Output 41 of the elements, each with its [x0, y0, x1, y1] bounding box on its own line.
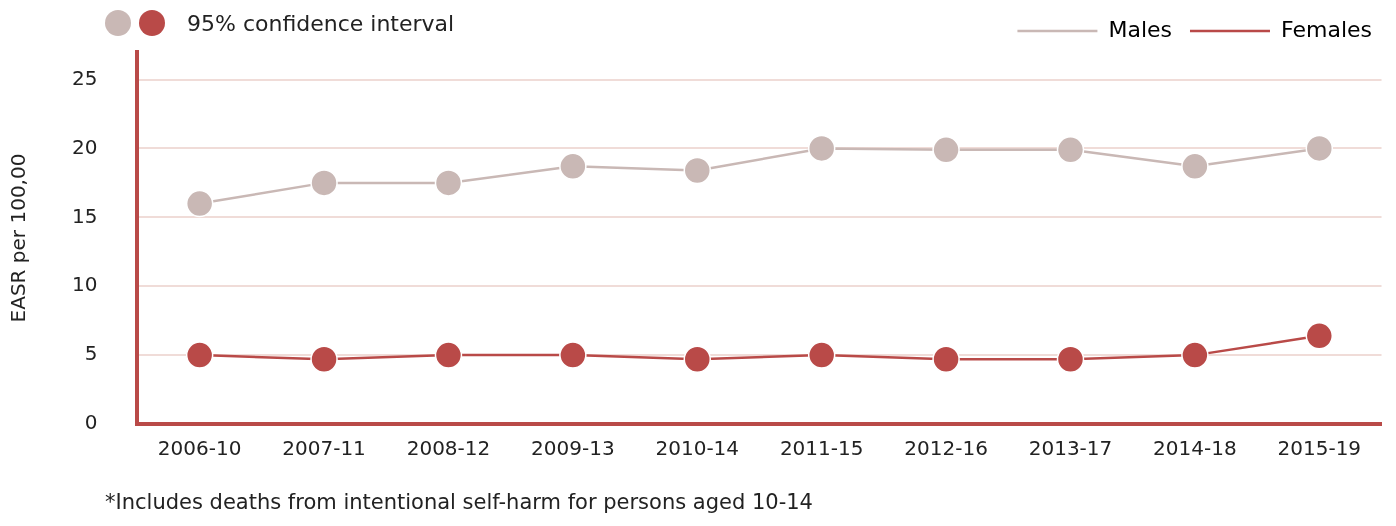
point [185, 189, 214, 218]
point [310, 345, 338, 373]
legend-label: Males [1108, 16, 1172, 42]
point [683, 156, 712, 185]
text: *Includes deaths from intentional self-harm for persons aged 10-14 [105, 490, 813, 514]
y-tick-label: 20 [72, 134, 98, 159]
x-tick-label: 2007-11 [282, 436, 366, 461]
x-tick-label: 2008-12 [406, 436, 491, 461]
point [185, 341, 214, 369]
point [1056, 345, 1085, 373]
x-tick-label: 2010-14 [655, 436, 740, 461]
point [932, 136, 960, 164]
point [559, 341, 587, 369]
point [1056, 136, 1085, 164]
point [310, 169, 338, 197]
point [807, 134, 836, 163]
x-tick-label: 2009-13 [531, 436, 615, 461]
point [807, 341, 836, 369]
y-tick-label: 25 [72, 65, 98, 90]
point [434, 169, 463, 197]
point [1305, 134, 1334, 163]
y-tick-label: 15 [72, 203, 98, 228]
point [559, 152, 587, 181]
x-tick-label: 2011-15 [779, 436, 864, 461]
y-axis-title: EASR per 100,00 [6, 153, 31, 323]
point [932, 345, 960, 373]
x-tick-label: 2013-17 [1028, 436, 1113, 461]
y-tick-label: 5 [84, 341, 98, 366]
x-tick-label: 2006-10 [157, 436, 242, 461]
legend-label: Females [1280, 16, 1373, 42]
point [1181, 152, 1209, 181]
y-tick-label: 10 [72, 272, 98, 297]
x-tick-label: 2014-18 [1153, 436, 1237, 461]
point [683, 345, 712, 373]
x-tick-label: 2015-19 [1277, 436, 1362, 461]
point [1181, 341, 1209, 369]
text: 95% confidence interval [187, 10, 455, 36]
point [434, 341, 463, 369]
x-tick-label: 2012-16 [904, 436, 988, 461]
y-tick-label: 0 [84, 410, 98, 435]
point [1305, 322, 1334, 350]
